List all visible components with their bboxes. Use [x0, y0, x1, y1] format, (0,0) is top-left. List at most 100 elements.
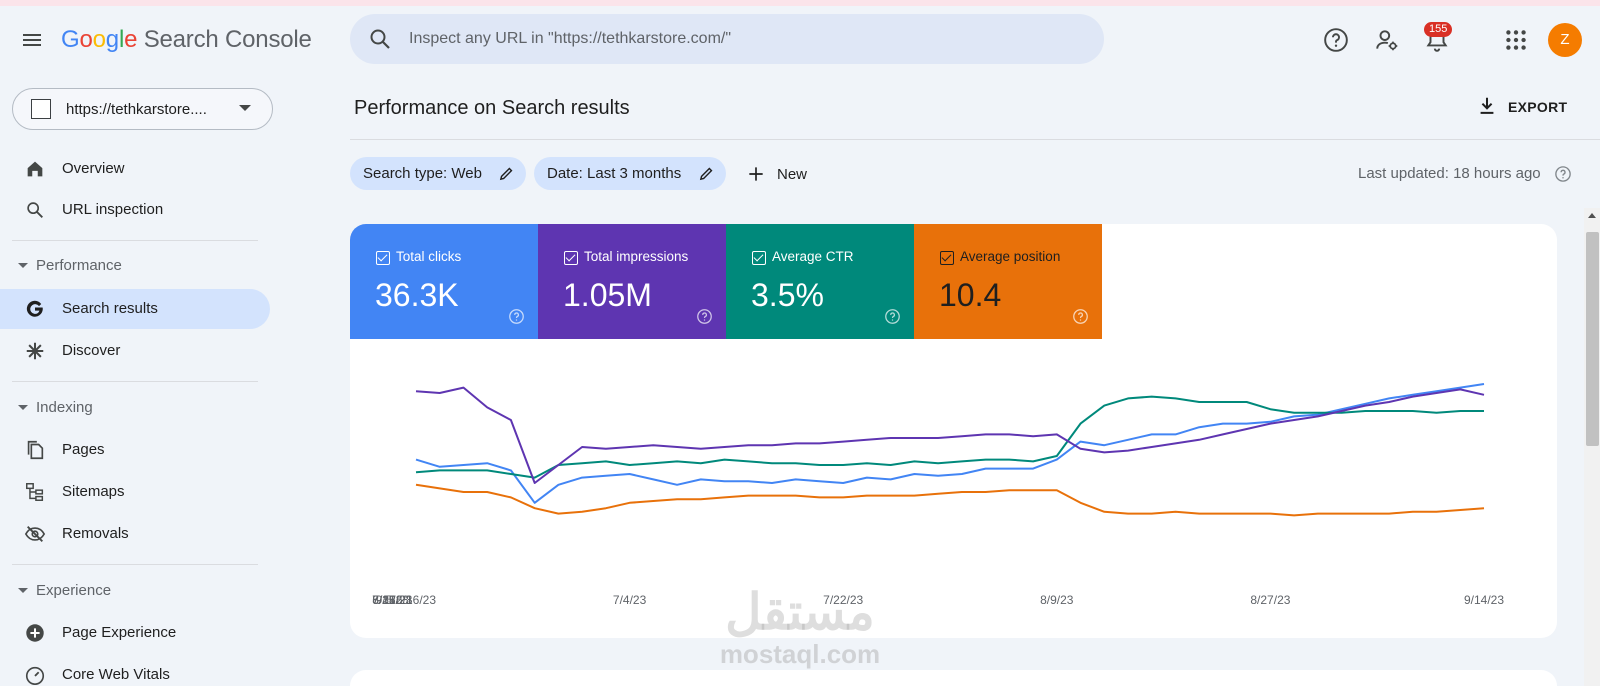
home-icon: [27, 161, 43, 177]
google-search-console-logo[interactable]: Google Search Console: [61, 26, 312, 54]
metric-label: Average CTR: [772, 249, 854, 264]
sidebar-item-removals[interactable]: Removals: [0, 514, 270, 554]
plus-icon: [749, 167, 763, 181]
section-title: Performance: [36, 257, 122, 274]
sidebar-item-label: Discover: [62, 342, 121, 359]
checkbox-icon: [752, 251, 766, 265]
filter-chip-search-type[interactable]: Search type: Web: [350, 157, 526, 190]
x-tick-label: 8/18/23: [372, 593, 412, 607]
logo-product-name: Search Console: [143, 26, 312, 53]
help-icon[interactable]: [1554, 165, 1572, 183]
metric-average-ctr[interactable]: Average CTR 3.5%: [726, 224, 914, 339]
series-line-total-impressions[interactable]: [415, 386, 1485, 484]
search-icon: [27, 202, 43, 218]
help-icon[interactable]: [884, 308, 901, 325]
sidebar-item-search-results[interactable]: Search results: [0, 289, 270, 329]
metric-label: Total clicks: [396, 249, 462, 264]
metric-value: 3.5%: [751, 277, 824, 313]
sidebar-item-label: Core Web Vitals: [62, 666, 170, 683]
logo-letter: l: [118, 26, 125, 53]
metric-label: Average position: [960, 249, 1061, 264]
sidebar-item-url-inspection[interactable]: URL inspection: [0, 190, 270, 230]
gauge-icon: [25, 666, 45, 685]
plus-circle-icon: [26, 624, 44, 642]
sidebar-item-label: Search results: [62, 300, 158, 317]
performance-line-chart[interactable]: 6/16/236/25/23 7/4/23 7/13/23 7/22/23 7/31/2…: [350, 339, 1557, 638]
sidebar-item-discover[interactable]: Discover: [0, 331, 270, 371]
sidebar-divider: [12, 381, 258, 382]
eye-off-icon: [24, 526, 46, 542]
x-tick-label: 9/5/23: [376, 593, 410, 607]
sidebar-item-label: Sitemaps: [62, 483, 125, 500]
help-icon[interactable]: [696, 308, 713, 325]
filter-chip-label: Search type: Web: [363, 165, 482, 182]
section-title: Indexing: [36, 399, 93, 416]
metric-average-position[interactable]: Average position 10.4: [914, 224, 1102, 339]
export-label: EXPORT: [1508, 99, 1568, 115]
series-line-total-clicks[interactable]: [415, 383, 1485, 504]
scroll-up-arrow-icon[interactable]: [1588, 213, 1596, 218]
main-menu-icon[interactable]: [20, 28, 44, 52]
collapse-caret-icon: [18, 588, 28, 593]
user-settings-icon[interactable]: [1374, 27, 1400, 53]
sidebar-section-experience[interactable]: Experience: [0, 580, 270, 604]
logo-google-text: Google: [61, 26, 137, 53]
url-inspection-search-bar[interactable]: Inspect any URL in "https://tethkarstore…: [350, 14, 1104, 64]
sidebar-item-core-web-vitals[interactable]: Core Web Vitals: [0, 655, 270, 686]
property-selector[interactable]: https://tethkarstore....: [12, 88, 273, 130]
x-tick-label: 6/25/23: [372, 593, 412, 607]
top-color-strip: [0, 0, 1600, 6]
metric-value: 36.3K: [375, 277, 459, 313]
scrollbar-thumb[interactable]: [1586, 232, 1599, 446]
property-label: https://tethkarstore....: [66, 101, 207, 118]
dropdown-caret-icon: [239, 105, 251, 111]
filter-chip-label: Date: Last 3 months: [547, 165, 682, 182]
page-title: Performance on Search results: [354, 97, 630, 119]
logo-letter: G: [61, 26, 80, 53]
sidebar-item-label: Page Experience: [62, 624, 177, 641]
new-filter-label: New: [777, 166, 808, 183]
checkbox-icon: [564, 251, 578, 265]
help-icon[interactable]: [508, 308, 525, 325]
x-tick-label: 7/22/23: [823, 593, 863, 607]
sidebar-item-label: Overview: [62, 160, 125, 177]
metric-value: 1.05M: [563, 277, 652, 313]
sidebar-divider: [12, 564, 258, 565]
account-avatar[interactable]: Z: [1548, 23, 1582, 57]
series-line-average-position[interactable]: [415, 483, 1485, 517]
google-g-icon: [26, 300, 43, 317]
edit-pencil-icon: [699, 167, 713, 181]
sidebar-item-overview[interactable]: Overview: [0, 149, 270, 189]
header-divider: [350, 139, 1600, 140]
x-tick-label: 7/4/23: [613, 593, 647, 607]
x-tick-label: 9/14/23: [1464, 593, 1504, 607]
metric-total-clicks[interactable]: Total clicks 36.3K: [350, 224, 538, 339]
new-filter-button[interactable]: New: [744, 160, 814, 188]
queries-card: [350, 670, 1557, 686]
help-icon[interactable]: [1323, 27, 1349, 53]
download-icon: [1480, 97, 1494, 114]
filter-chip-date[interactable]: Date: Last 3 months: [534, 157, 726, 190]
collapse-caret-icon: [18, 263, 28, 268]
checkbox-icon: [376, 251, 390, 265]
series-line-average-ctr[interactable]: [415, 395, 1484, 479]
sidebar-section-performance[interactable]: Performance: [0, 255, 270, 279]
edit-pencil-icon: [499, 167, 513, 181]
sidebar-divider: [12, 240, 258, 241]
help-icon[interactable]: [1072, 308, 1089, 325]
logo-letter: o: [92, 26, 106, 53]
sidebar-item-page-experience[interactable]: Page Experience: [0, 613, 270, 653]
apps-grid-icon[interactable]: [1503, 27, 1529, 53]
search-icon: [370, 29, 390, 49]
sidebar-item-pages[interactable]: Pages: [0, 430, 270, 470]
search-placeholder: Inspect any URL in "https://tethkarstore…: [409, 30, 732, 47]
metric-total-impressions[interactable]: Total impressions 1.05M: [538, 224, 726, 339]
x-tick-label: 6/16/23: [396, 593, 436, 607]
sitemap-icon: [26, 483, 44, 501]
x-tick-label: 8/9/23: [1040, 593, 1074, 607]
sidebar-section-indexing[interactable]: Indexing: [0, 397, 270, 421]
sidebar-item-label: Pages: [62, 441, 105, 458]
asterisk-icon: [26, 342, 44, 360]
collapse-caret-icon: [18, 405, 28, 410]
sidebar-item-sitemaps[interactable]: Sitemaps: [0, 472, 270, 512]
